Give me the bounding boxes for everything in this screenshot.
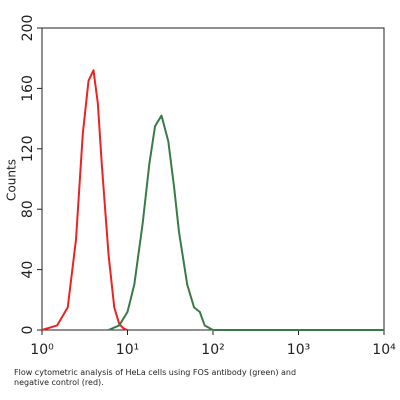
y-tick-label: 120 xyxy=(20,135,36,162)
y-tick-label: 160 xyxy=(20,75,36,102)
y-tick-label: 200 xyxy=(20,15,36,42)
y-tick-label: 0 xyxy=(20,326,36,335)
caption: Flow cytometric analysis of HeLa cells u… xyxy=(14,368,297,387)
x-tick-label: 10⁴ xyxy=(372,342,396,358)
x-tick-label: 10² xyxy=(201,342,224,358)
y-tick-label: 80 xyxy=(20,200,36,218)
x-tick-label: 10¹ xyxy=(116,342,139,358)
x-tick-label: 10⁰ xyxy=(30,342,54,358)
caption-box: Flow cytometric analysis of HeLa cells u… xyxy=(14,368,297,387)
histogram-line xyxy=(41,69,128,331)
y-axis-label: Counts xyxy=(5,159,19,201)
histogram-line xyxy=(108,114,384,331)
x-tick-label: 10³ xyxy=(287,342,310,358)
y-tick-label: 40 xyxy=(20,261,36,279)
